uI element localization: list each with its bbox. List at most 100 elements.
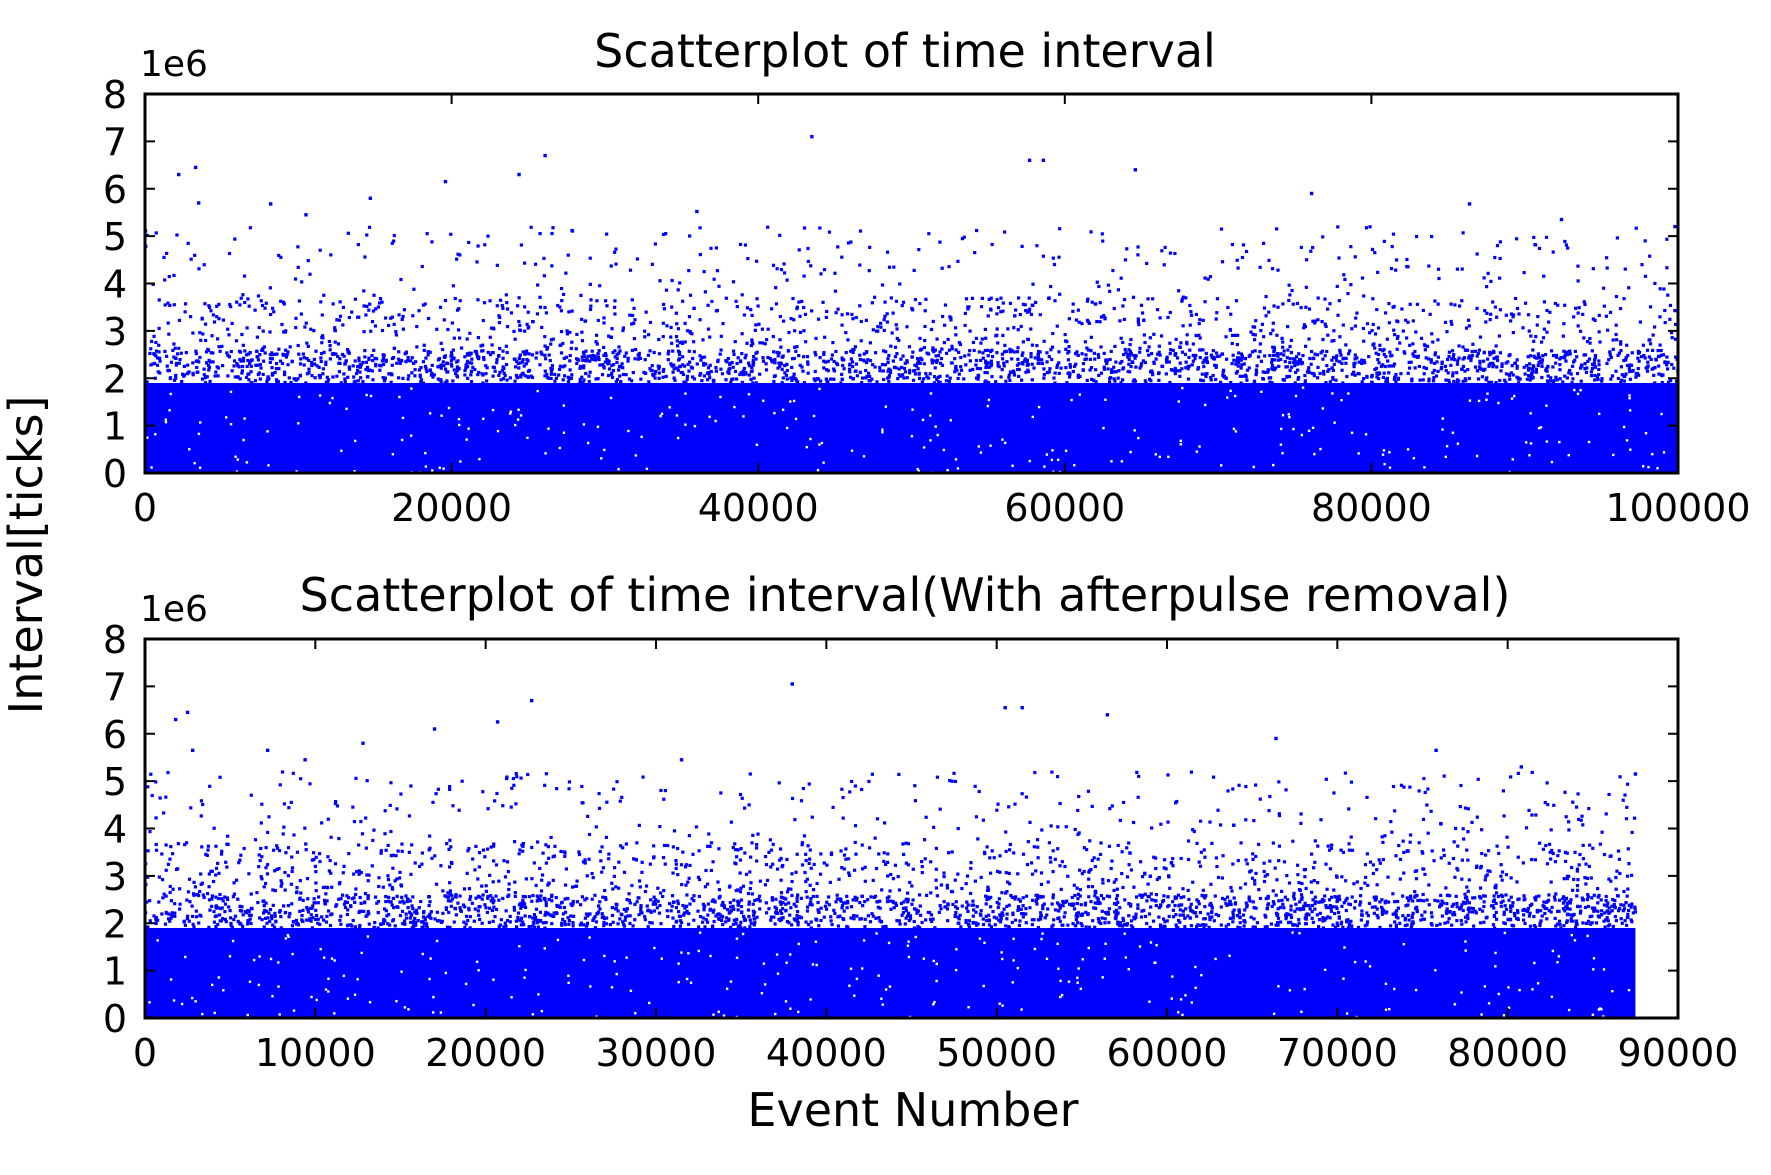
scatter-point <box>1119 336 1123 340</box>
scatter-point <box>1368 331 1372 335</box>
scatter-point <box>1098 852 1103 857</box>
scatter-point <box>798 314 802 318</box>
scatter-point <box>1455 362 1460 366</box>
scatter-point <box>525 322 529 326</box>
scatter-point <box>389 380 393 384</box>
scatter-point <box>615 360 619 365</box>
scatter-point <box>1287 283 1291 287</box>
scatter-point <box>240 364 245 369</box>
scatter-point <box>421 381 426 385</box>
scatter-point <box>754 259 759 263</box>
scatter-point <box>1158 316 1162 320</box>
scatter-point <box>922 346 927 350</box>
scatter-point <box>420 264 424 269</box>
scatter-point <box>1197 322 1201 326</box>
scatter-point <box>1106 283 1110 287</box>
scatter-point <box>358 370 362 374</box>
scatter-point <box>744 353 748 357</box>
scatter-point <box>1299 812 1303 816</box>
scatter-point <box>790 365 794 369</box>
scatter-point <box>697 894 701 899</box>
scatter-point <box>272 310 276 314</box>
band-gap <box>1451 431 1455 434</box>
scatter-point <box>1142 333 1146 337</box>
scatter-point <box>372 348 376 352</box>
scatter-point <box>1309 880 1313 884</box>
scatter-point <box>504 293 508 297</box>
scatter-point <box>1254 783 1258 787</box>
scatter-point <box>802 381 807 385</box>
scatter-point <box>765 878 770 882</box>
scatter-point <box>359 376 363 380</box>
scatter-point <box>262 345 266 349</box>
scatter-point <box>1506 845 1510 849</box>
scatter-point <box>1253 349 1257 353</box>
scatter-point <box>163 278 167 282</box>
scatter-point <box>209 309 213 313</box>
scatter-point <box>849 349 853 353</box>
scatter-point <box>658 825 662 829</box>
scatter-point <box>292 833 296 837</box>
scatter-point <box>200 845 204 849</box>
band-gap <box>742 415 745 418</box>
scatter-point <box>971 367 975 372</box>
band-gap <box>1281 414 1285 417</box>
scatter-point <box>618 349 622 353</box>
scatter-point <box>477 370 481 375</box>
band-gap <box>1622 425 1626 429</box>
scatter-point <box>1313 902 1317 906</box>
scatter-point <box>1335 284 1339 289</box>
scatter-point <box>1309 249 1313 253</box>
scatter-point <box>390 241 394 245</box>
scatter-point <box>770 307 774 311</box>
scatter-point <box>1426 357 1431 361</box>
scatter-point <box>893 345 898 349</box>
scatter-point <box>1055 363 1060 367</box>
scatter-point <box>769 915 773 919</box>
scatter-point <box>800 863 805 867</box>
scatter-point <box>259 846 263 851</box>
scatter-point <box>209 360 213 364</box>
band-gap <box>1612 453 1615 457</box>
scatter-point <box>1226 305 1230 310</box>
scatter-point <box>928 917 933 922</box>
scatter-point <box>1231 916 1235 920</box>
scatter-point <box>794 349 798 353</box>
scatter-point <box>1000 891 1004 895</box>
scatter-point <box>646 925 650 929</box>
scatter-point <box>1615 236 1619 240</box>
scatter-point <box>1511 330 1515 335</box>
scatter-point <box>1370 373 1374 378</box>
scatter-point <box>1376 326 1381 330</box>
scatter-point <box>1415 302 1420 306</box>
scatter-point <box>1118 818 1122 822</box>
scatter-point <box>1637 359 1641 363</box>
scatter-point <box>1118 921 1122 925</box>
scatter-point <box>527 925 531 929</box>
scatter-point <box>1075 901 1080 906</box>
scatter-point <box>1610 904 1614 908</box>
scatter-point <box>486 350 490 355</box>
scatter-point <box>1383 364 1387 369</box>
scatter-point <box>421 303 426 307</box>
scatter-point <box>834 311 838 315</box>
scatter-point <box>1297 375 1301 380</box>
scatter-point <box>1494 344 1498 348</box>
scatter-point <box>1252 379 1257 383</box>
band-gap <box>586 441 590 445</box>
scatter-point <box>664 374 668 379</box>
scatter-point <box>260 348 264 352</box>
scatter-point <box>1440 365 1444 369</box>
scatter-point <box>1322 372 1326 376</box>
scatter-point <box>605 916 609 920</box>
scatter-point <box>1304 344 1308 348</box>
scatter-point <box>1239 381 1243 385</box>
scatter-point <box>1174 913 1178 917</box>
band-gap <box>929 392 933 395</box>
scatter-point <box>643 329 647 333</box>
band-gap <box>1045 453 1049 456</box>
scatter-point <box>596 356 600 361</box>
scatter-point <box>1389 820 1393 824</box>
scatter-point <box>399 792 403 796</box>
scatter-point <box>255 335 259 339</box>
